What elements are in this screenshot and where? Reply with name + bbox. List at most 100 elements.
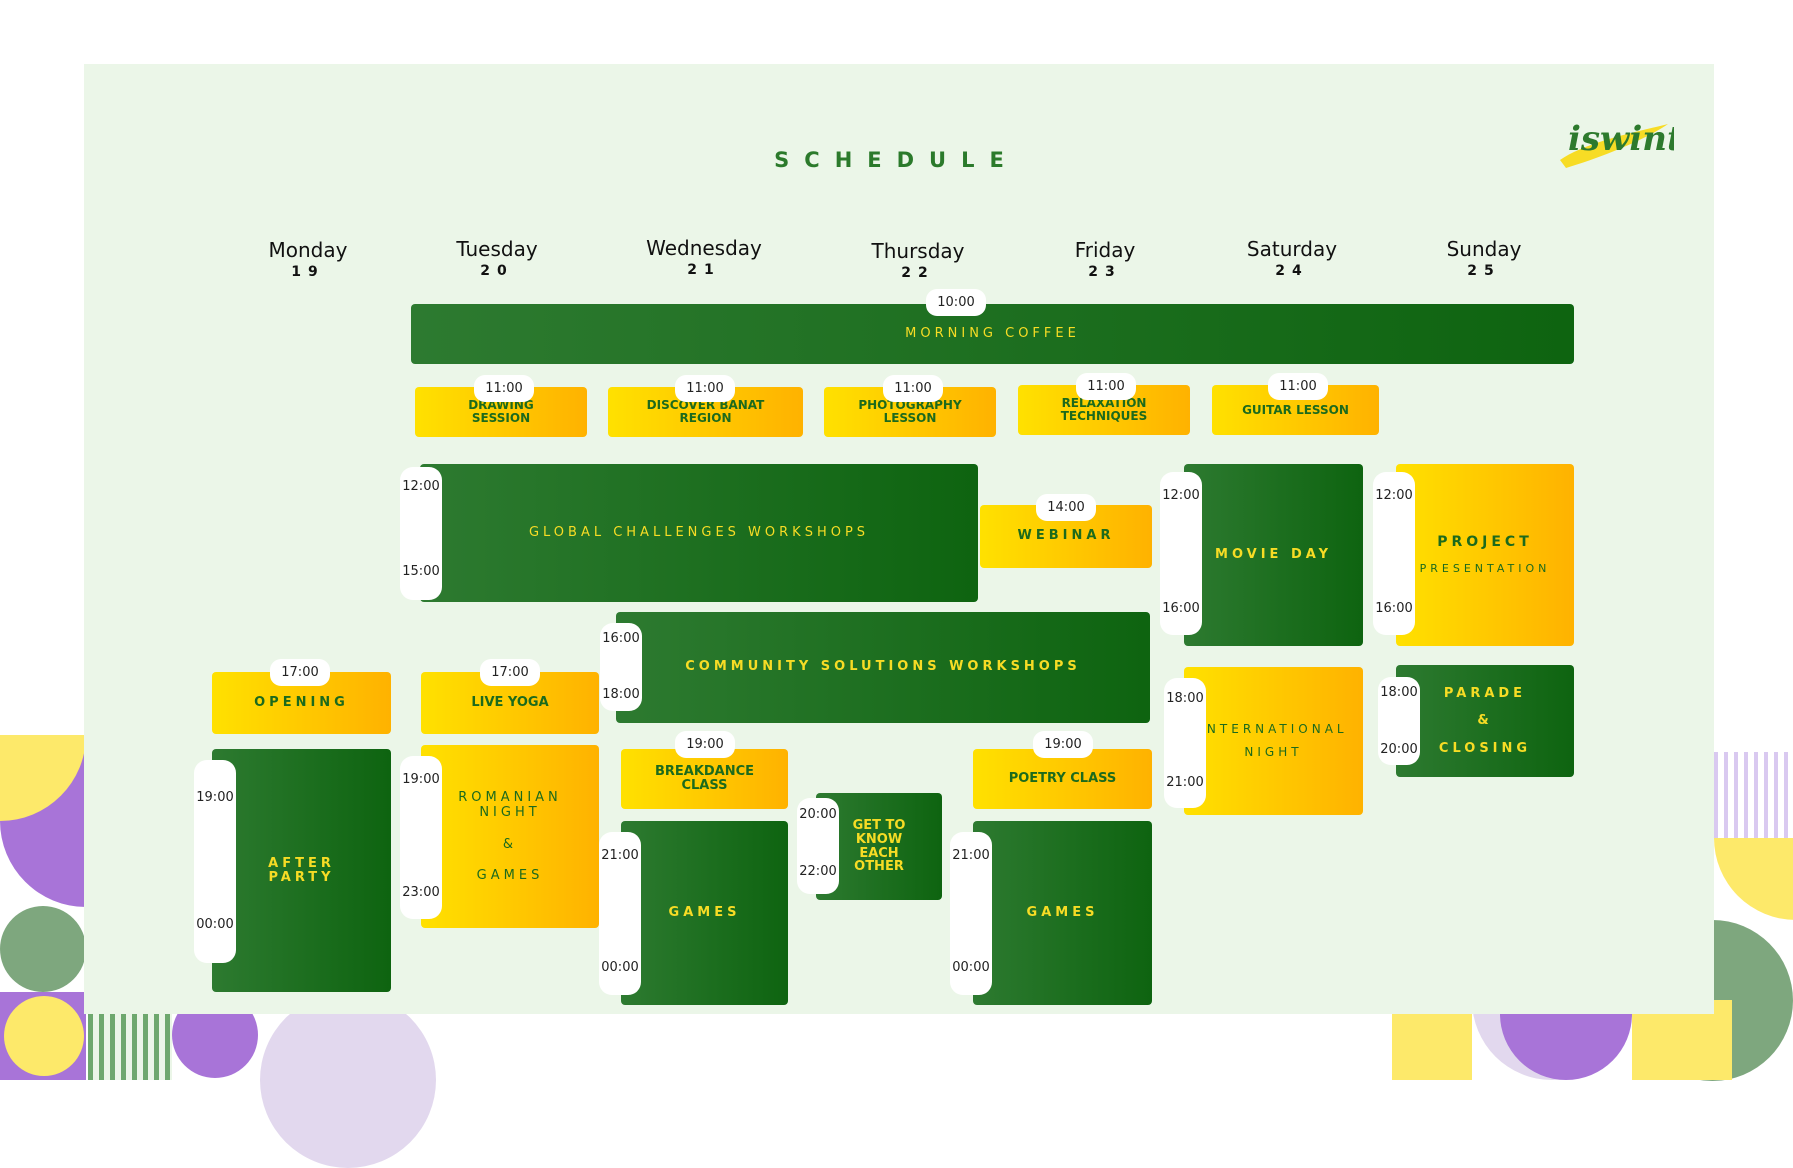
start-time: 16:00 (602, 631, 640, 646)
day-monday: Monday 19 (228, 238, 388, 280)
day-number: 22 (901, 265, 935, 281)
day-number: 25 (1467, 263, 1501, 279)
day-number: 20 (480, 263, 514, 279)
event-international-night[interactable]: INTERNATIONAL NIGHT (1184, 667, 1363, 815)
end-time: 18:00 (602, 687, 640, 702)
day-number: 19 (291, 264, 325, 280)
event-label: ROMANIAN NIGHT & GAMES (458, 789, 562, 883)
event-label: PHOTOGRAPHY LESSON (858, 398, 962, 425)
time-range: 21:00 00:00 (599, 832, 641, 995)
end-time: 20:00 (1380, 742, 1418, 757)
end-time: 00:00 (952, 960, 990, 975)
day-wednesday: Wednesday 21 (624, 236, 784, 278)
day-sunday: Sunday 25 (1404, 237, 1564, 279)
day-name: Tuesday (456, 237, 538, 261)
day-number: 21 (687, 262, 721, 278)
event-community-solutions-workshops[interactable]: COMMUNITY SOLUTIONS WORKSHOPS (616, 612, 1150, 723)
day-tuesday: Tuesday 20 (417, 237, 577, 279)
start-time: 20:00 (799, 807, 837, 822)
day-name: Saturday (1246, 237, 1338, 261)
day-number: 24 (1275, 263, 1309, 279)
event-parade-closing[interactable]: PARADE & CLOSING (1396, 665, 1574, 777)
time-badge: 19:00 (1033, 731, 1093, 758)
time-range: 19:00 23:00 (400, 756, 442, 919)
event-label: POETRY CLASS (1008, 771, 1117, 787)
event-games-wednesday[interactable]: GAMES (621, 821, 788, 1005)
time-range: 20:00 22:00 (797, 798, 839, 894)
decor-left-yellow-circle (4, 996, 84, 1076)
event-label: WEBINAR (1017, 528, 1115, 544)
time-badge: 17:00 (270, 659, 330, 686)
event-label: RELAXATION TECHNIQUES (1060, 396, 1148, 423)
start-time: 18:00 (1380, 685, 1418, 700)
event-sublabel: PRESENTATION (1419, 561, 1551, 575)
event-label: BREAKDANCE CLASS (654, 764, 755, 793)
event-label: COMMUNITY SOLUTIONS WORKSHOPS (685, 659, 1081, 675)
day-name: Wednesday (646, 236, 762, 260)
event-label: LIVE YOGA (471, 695, 549, 711)
start-time: 12:00 (402, 479, 440, 494)
day-friday: Friday 23 (1025, 238, 1185, 280)
start-time: 21:00 (601, 848, 639, 863)
end-time: 21:00 (1166, 775, 1204, 790)
event-label: DRAWING SESSION (468, 398, 534, 425)
event-games-friday[interactable]: GAMES (973, 821, 1152, 1005)
day-saturday: Saturday 24 (1212, 237, 1372, 279)
time-badge: 14:00 (1036, 494, 1096, 521)
event-global-challenges-workshops[interactable]: GLOBAL CHALLENGES WORKSHOPS (420, 464, 978, 602)
time-range: 18:00 21:00 (1164, 678, 1206, 808)
event-label: GAMES (1026, 904, 1099, 920)
event-morning-coffee[interactable]: MORNING COFFEE (411, 304, 1574, 364)
day-name: Friday (1074, 238, 1136, 262)
end-time: 22:00 (799, 864, 837, 879)
event-label: GAMES (668, 904, 741, 920)
end-time: 15:00 (402, 564, 440, 579)
time-range: 21:00 00:00 (950, 832, 992, 995)
day-name: Sunday (1446, 237, 1522, 261)
start-time: 19:00 (402, 772, 440, 787)
event-label: PROJECT (1437, 534, 1533, 551)
decor-left-lilac-semicircle (260, 992, 436, 1168)
event-label: MOVIE DAY (1215, 546, 1332, 562)
time-range: 12:00 16:00 (1160, 472, 1202, 635)
event-movie-day[interactable]: MOVIE DAY (1184, 464, 1363, 646)
time-range: 19:00 00:00 (194, 760, 236, 963)
time-badge: 11:00 (675, 375, 735, 402)
time-range: 12:00 16:00 (1373, 472, 1415, 635)
time-range: 18:00 20:00 (1378, 677, 1420, 765)
time-badge: 11:00 (1268, 373, 1328, 400)
schedule-title: SCHEDULE (774, 148, 1019, 172)
end-time: 00:00 (196, 917, 234, 932)
event-romanian-night-games[interactable]: ROMANIAN NIGHT & GAMES (421, 745, 599, 928)
time-badge: 11:00 (474, 375, 534, 402)
event-project-presentation[interactable]: PROJECT PRESENTATION (1396, 464, 1574, 646)
event-after-party[interactable]: AFTER PARTY (212, 749, 391, 992)
end-time: 23:00 (402, 885, 440, 900)
decor-left-green-circle (0, 906, 86, 992)
day-number: 23 (1088, 264, 1122, 280)
time-range: 12:00 15:00 (400, 467, 442, 600)
start-time: 12:00 (1162, 488, 1200, 503)
event-label: DISCOVER BANAT REGION (646, 398, 765, 425)
start-time: 21:00 (952, 848, 990, 863)
decor-right-lilac-stripes (1714, 752, 1793, 838)
event-label: GUITAR LESSON (1242, 402, 1349, 417)
day-thursday: Thursday 22 (838, 239, 998, 281)
time-badge: 10:00 (926, 289, 986, 316)
day-name: Monday (268, 238, 348, 262)
time-badge: 19:00 (675, 731, 735, 758)
event-label: GLOBAL CHALLENGES WORKSHOPS (528, 524, 870, 540)
time-badge: 11:00 (883, 375, 943, 402)
event-label: PARADE & CLOSING (1438, 686, 1532, 756)
start-time: 12:00 (1375, 488, 1413, 503)
time-badge: 11:00 (1076, 373, 1136, 400)
time-range: 16:00 18:00 (600, 623, 642, 711)
end-time: 16:00 (1375, 601, 1413, 616)
event-poetry-class[interactable]: POETRY CLASS (973, 749, 1152, 809)
event-breakdance-class[interactable]: BREAKDANCE CLASS (621, 749, 788, 809)
event-label: INTERNATIONAL NIGHT (1199, 722, 1348, 759)
event-label: AFTER PARTY (268, 855, 335, 885)
start-time: 19:00 (196, 790, 234, 805)
event-label: OPENING (254, 694, 349, 710)
event-label: MORNING COFFEE (905, 325, 1080, 341)
